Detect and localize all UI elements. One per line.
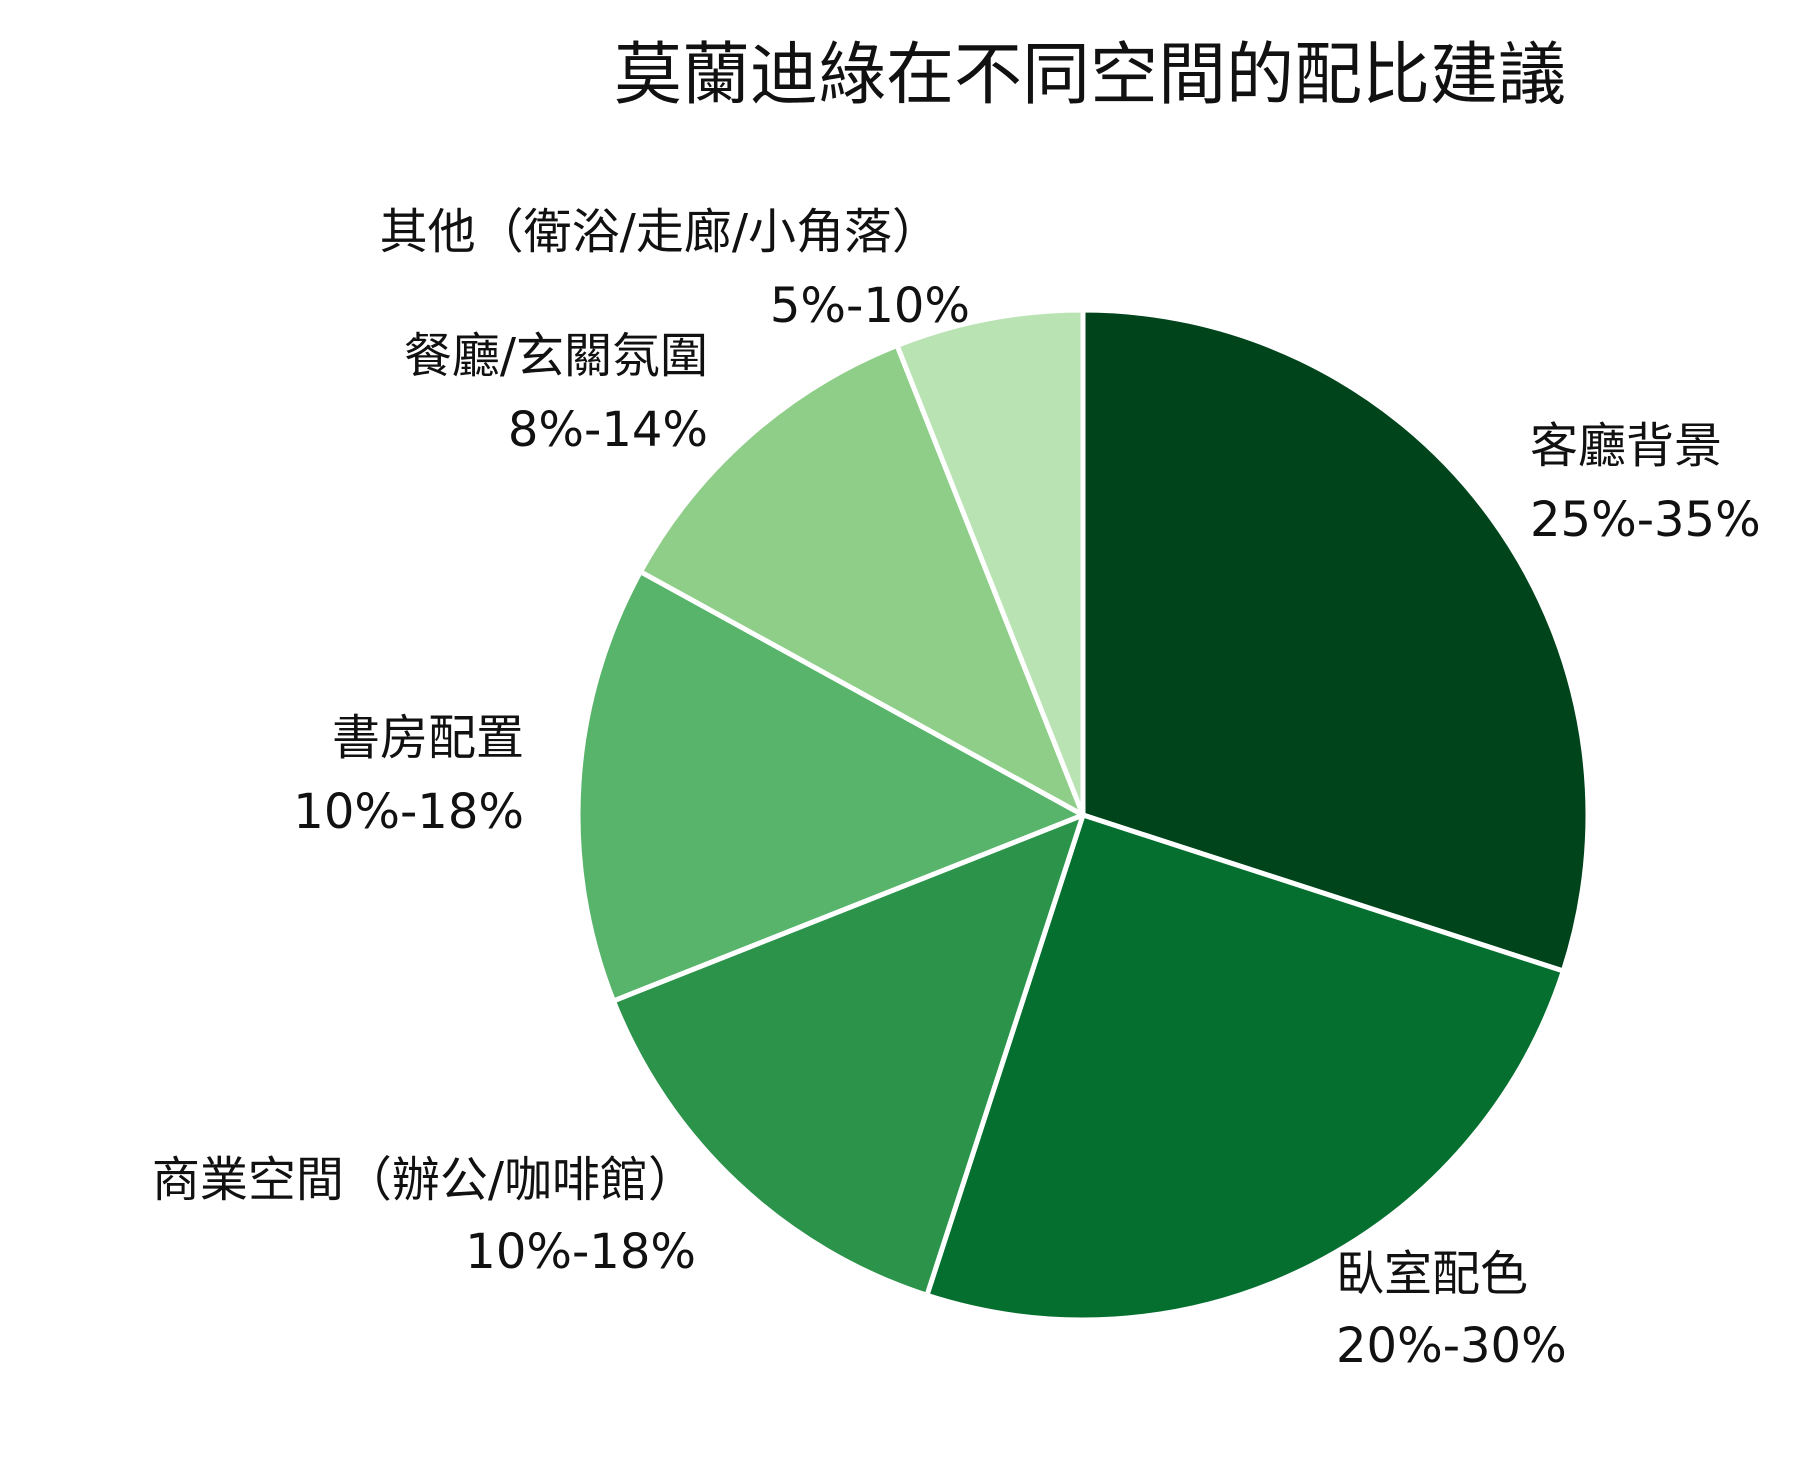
slice-label-5: 其他（衛浴/走廊/小角落） bbox=[380, 204, 940, 260]
pie-slice-2 bbox=[610, 812, 1086, 1298]
slice-value-label-5: 5%-10% bbox=[770, 278, 970, 334]
pie-slices bbox=[575, 307, 1591, 1323]
chart-title: 莫蘭迪綠在不同空間的配比建議 bbox=[614, 36, 1566, 115]
slice-label-1: 臥室配色 bbox=[1336, 1246, 1528, 1302]
pie-slice-1 bbox=[924, 812, 1566, 1323]
slice-label-0: 客廳背景 bbox=[1530, 418, 1722, 474]
slice-value-label-2: 10%-18% bbox=[465, 1224, 696, 1280]
pie-labels: 客廳背景 25%-35% 臥室配色 20%-30% 商業空間（辦公/咖啡館） 1… bbox=[152, 204, 1761, 1374]
pie-slice-3 bbox=[575, 569, 1086, 1004]
slice-value-label-1: 20%-30% bbox=[1336, 1318, 1567, 1374]
slice-value-label-3: 10%-18% bbox=[293, 784, 524, 840]
pie-slice-0 bbox=[1080, 307, 1591, 974]
pie-slice-4 bbox=[637, 342, 1086, 818]
slice-value-label-0: 25%-35% bbox=[1530, 492, 1761, 548]
slice-label-4: 餐廳/玄關氛圍 bbox=[404, 328, 708, 384]
slice-label-3: 書房配置 bbox=[332, 710, 524, 766]
slice-value-label-4: 8%-14% bbox=[508, 402, 708, 458]
slice-label-2: 商業空間（辦公/咖啡館） bbox=[152, 1152, 696, 1208]
pie-slice-5 bbox=[894, 307, 1086, 818]
